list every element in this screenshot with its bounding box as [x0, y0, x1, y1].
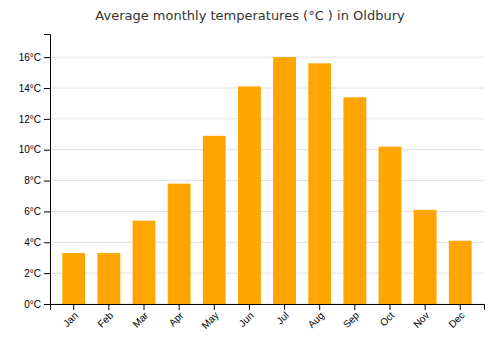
y-tick-mark [44, 57, 50, 58]
bar [343, 97, 366, 304]
grid [50, 57, 484, 304]
x-tick: Sep [341, 304, 362, 330]
x-tick-label: Feb [95, 309, 115, 329]
y-tick-mark [44, 273, 50, 274]
y-tick-label: 6°C [24, 206, 41, 217]
y-tick-label: 0°C [24, 299, 41, 310]
x-tick-mark [249, 304, 250, 310]
bar [308, 63, 331, 304]
y-tick-label: 2°C [24, 268, 41, 279]
grid-line [50, 118, 484, 119]
y-tick: 2°C [24, 268, 50, 279]
x-tick: Oct [378, 304, 397, 328]
x-axis-line [51, 305, 485, 311]
bar [168, 184, 191, 304]
y-axis: 0°C 2°C 4°C 6°C 8°C 10°C 12°C 14°C 16°C [19, 35, 51, 310]
y-tick-mark [44, 211, 50, 212]
y-tick-mark [44, 242, 50, 243]
x-tick-label: Dec [446, 310, 466, 330]
x-tick-mark [354, 304, 355, 310]
grid-line [50, 180, 484, 181]
x-tick: Jun [237, 304, 256, 329]
y-tick-mark [44, 181, 50, 182]
y-tick-mark [44, 88, 50, 89]
x-tick: Nov [411, 304, 431, 330]
y-tick: 8°C [24, 175, 50, 186]
y-tick-label: 12°C [19, 114, 41, 125]
bar [238, 86, 261, 304]
y-axis-line [44, 35, 51, 305]
x-tick: Dec [446, 304, 466, 330]
y-tick-label: 4°C [24, 237, 41, 248]
y-tick-label: 8°C [24, 175, 41, 186]
plot: 0°C 2°C 4°C 6°C 8°C 10°C 12°C 14°C 16°C Jan Feb Mar… [19, 35, 485, 331]
x-tick-mark [319, 304, 320, 310]
bar [414, 210, 437, 304]
y-tick-label: 14°C [19, 83, 41, 94]
chart-svg: Average monthly temperatures (°C ) in Ol… [0, 0, 500, 350]
x-tick-label: Sep [341, 309, 362, 330]
chart-title: Average monthly temperatures (°C ) in Ol… [95, 8, 405, 23]
x-tick-mark [108, 304, 109, 310]
y-tick: 14°C [19, 83, 50, 94]
grid-line [50, 88, 484, 89]
bar [379, 147, 402, 304]
chart-container: Average monthly temperatures (°C ) in Ol… [0, 0, 500, 350]
x-tick: Aug [306, 304, 326, 330]
grid-line [50, 149, 484, 150]
y-tick: 16°C [19, 52, 50, 63]
x-axis: Jan Feb Mar Apr May Jun Jul Aug Sep Oct Nov Dec [51, 304, 485, 331]
bar [62, 253, 85, 304]
grid-line [50, 57, 484, 58]
bar [273, 57, 296, 304]
x-tick-mark [214, 304, 215, 310]
x-tick: Jan [61, 304, 80, 329]
y-tick-mark [44, 304, 50, 305]
x-tick-label: Jun [237, 310, 256, 329]
bar [97, 253, 120, 304]
x-tick-mark [460, 304, 461, 310]
y-tick-mark [44, 150, 50, 151]
x-tick-label: Oct [378, 310, 397, 329]
x-tick: Mar [130, 304, 150, 330]
x-tick-label: Aug [306, 310, 326, 330]
bar [203, 136, 226, 304]
y-tick: 4°C [24, 237, 50, 248]
y-tick-label: 10°C [19, 144, 41, 155]
x-tick-mark [73, 304, 74, 310]
x-tick: Jul [274, 304, 291, 326]
x-tick-label: Jul [274, 310, 291, 327]
x-tick-label: Jan [61, 310, 80, 329]
y-tick: 12°C [19, 114, 50, 125]
x-tick-label: May [200, 310, 221, 331]
x-tick-label: Mar [130, 309, 150, 329]
x-tick-mark [425, 304, 426, 310]
x-tick: Feb [95, 304, 115, 330]
y-tick-mark [44, 119, 50, 120]
x-tick: Apr [167, 304, 186, 328]
y-tick: 0°C [24, 299, 50, 310]
x-tick-mark [144, 304, 145, 310]
x-tick-mark [179, 304, 180, 310]
x-tick-mark [284, 304, 285, 310]
x-tick: May [200, 304, 221, 331]
bar [133, 221, 156, 304]
y-tick-label: 16°C [19, 52, 41, 63]
bar [449, 241, 472, 304]
x-tick-label: Nov [411, 310, 431, 330]
x-tick-mark [389, 304, 390, 310]
y-tick: 10°C [19, 144, 50, 155]
x-tick-label: Apr [167, 309, 186, 328]
bars [62, 57, 471, 304]
y-tick: 6°C [24, 206, 50, 217]
